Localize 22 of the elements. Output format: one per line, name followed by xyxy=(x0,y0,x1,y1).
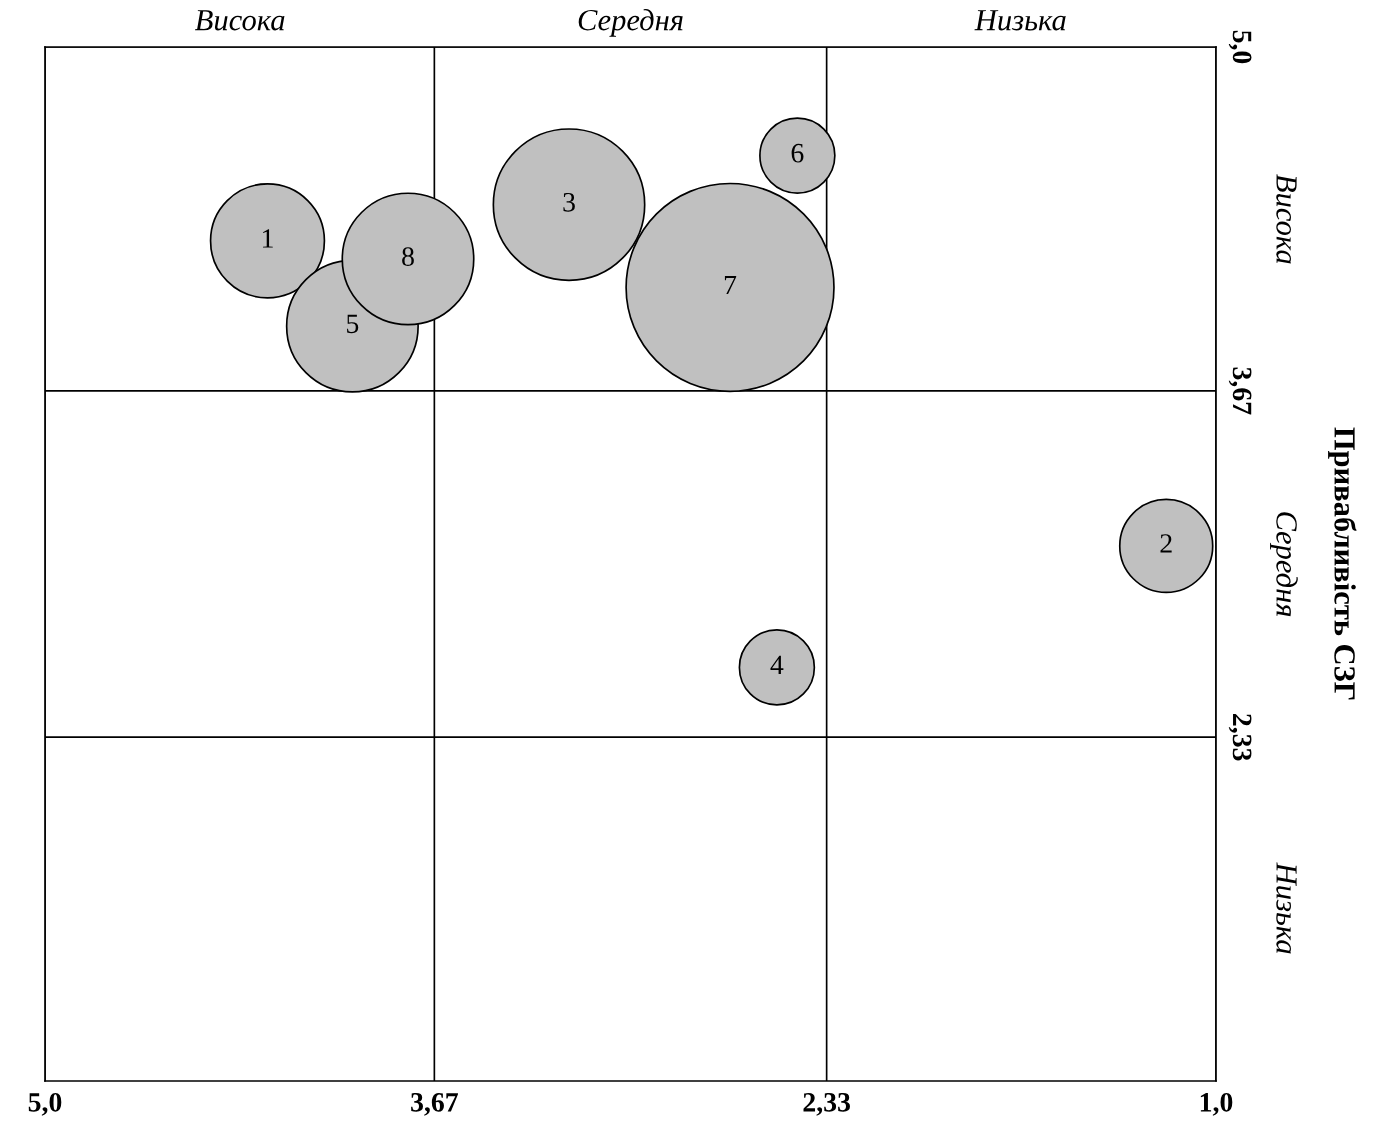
x-tick-label: 1,0 xyxy=(1200,1092,1233,1116)
annotation: 1 xyxy=(262,229,273,248)
text: Висока xyxy=(1276,174,1297,264)
text: Середня xyxy=(1270,512,1298,617)
y-tick-label: 2,33 xyxy=(1228,714,1252,761)
text: Низька xyxy=(974,10,1066,31)
annotation: 2 xyxy=(1160,534,1172,553)
text: Середня xyxy=(578,8,683,37)
y-tick-label: 5,0 xyxy=(1228,30,1252,64)
text: Висока xyxy=(195,10,285,31)
y-axis-title: Привабливість СЗГ xyxy=(1328,427,1357,700)
x-tick-label: 5,0 xyxy=(28,1092,62,1116)
annotation: 7 xyxy=(724,275,737,295)
annotation: 4 xyxy=(770,655,784,675)
x-tick-label: 2,33 xyxy=(803,1092,850,1116)
annotation: 5 xyxy=(347,314,359,334)
annotation: 8 xyxy=(402,247,414,266)
x-tick-label: 3,67 xyxy=(411,1092,458,1116)
annotation: 6 xyxy=(791,143,804,163)
annotation: 3 xyxy=(563,192,575,212)
y-tick-label: 3,67 xyxy=(1228,367,1252,415)
text: Низька xyxy=(1276,862,1297,954)
